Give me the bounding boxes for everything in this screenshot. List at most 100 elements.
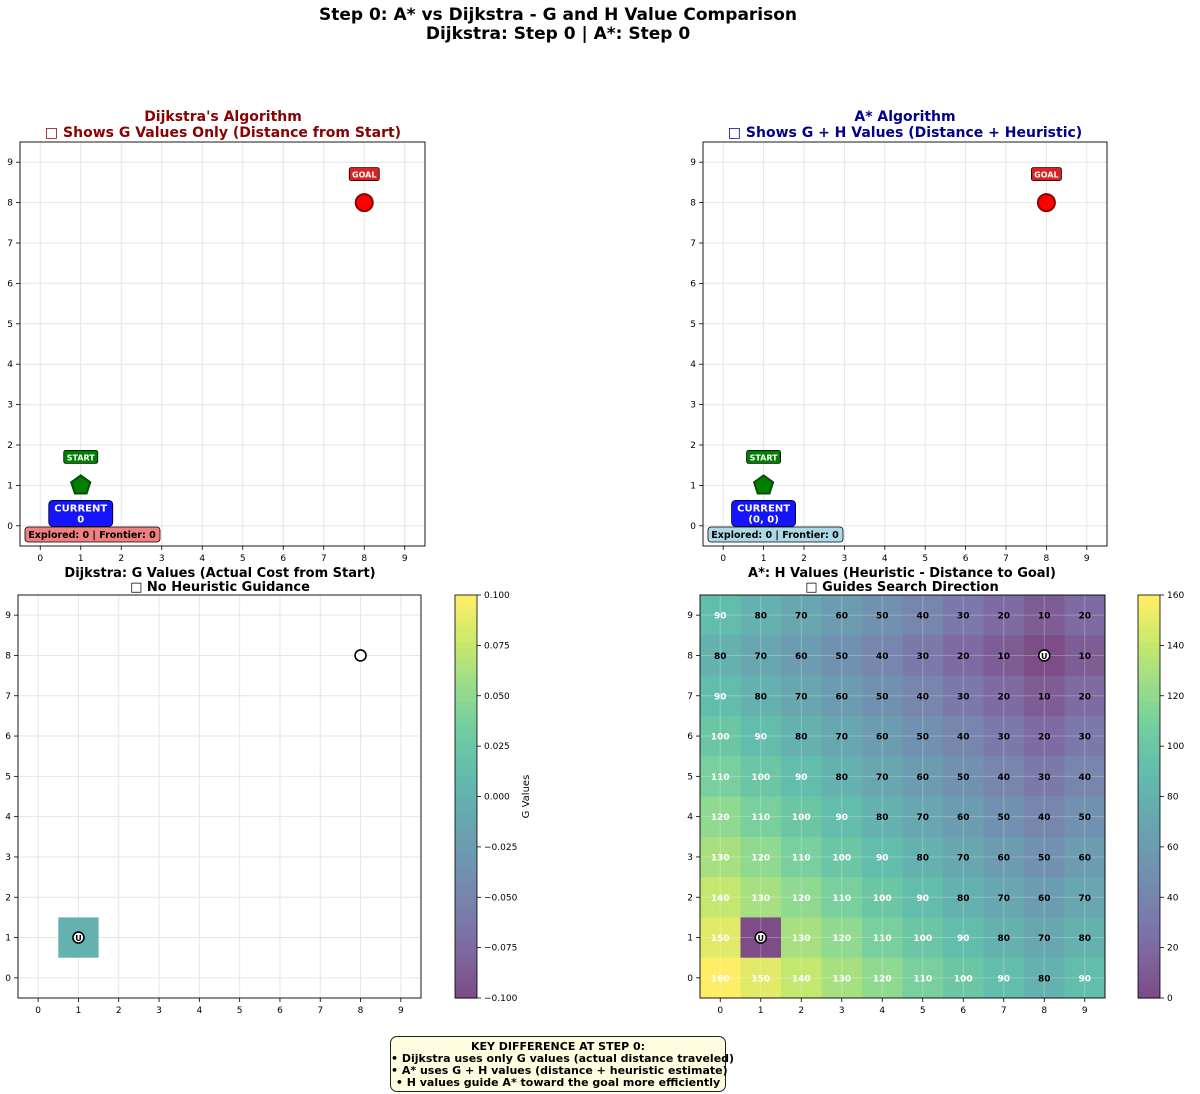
- h-value-cell: [902, 917, 944, 959]
- colorbar-swatch: [1138, 722, 1160, 730]
- x-tick-label: 3: [159, 554, 165, 564]
- x-tick-label: 1: [758, 1006, 764, 1016]
- x-tick-label: 7: [321, 554, 327, 564]
- h-value-cell: [862, 675, 903, 717]
- h-value-cell: [740, 715, 782, 757]
- h-value-label: 20: [1078, 612, 1091, 622]
- h-value-label: 60: [997, 853, 1010, 863]
- axes-frame: [19, 141, 426, 547]
- h-value-label: 140: [792, 974, 811, 984]
- cell-marker-glyph: U: [1041, 652, 1048, 661]
- h-value-label: 120: [873, 974, 892, 984]
- colorbar-swatch: [455, 742, 477, 751]
- colorbar-swatch: [1138, 930, 1160, 939]
- colorbar-swatch: [455, 635, 477, 643]
- colorbar-swatch: [455, 668, 477, 677]
- colorbar-swatch: [1138, 897, 1160, 905]
- colorbar-swatch: [1138, 615, 1160, 623]
- x-tick-label: 7: [1001, 1006, 1007, 1016]
- y-tick-label: 3: [7, 401, 13, 411]
- colorbar-tick-label: −0.075: [484, 944, 517, 954]
- h-value-label: 80: [795, 733, 808, 743]
- dijkstra-g-subtitle: □ No Heuristic Guidance: [130, 580, 310, 595]
- h-value-label: 110: [792, 853, 811, 863]
- start-label-box: [63, 449, 99, 464]
- start-label: START: [67, 453, 96, 462]
- h-value-label: 30: [997, 733, 1010, 743]
- x-tick-label: 7: [1003, 554, 1009, 564]
- h-value-cell: [983, 957, 1025, 999]
- h-value-label: 50: [876, 612, 889, 622]
- colorbar-swatch: [455, 830, 477, 838]
- colorbar-swatch: [1138, 749, 1160, 757]
- h-value-cell: [1024, 796, 1065, 838]
- h-value-label: 130: [792, 934, 811, 944]
- h-value-label: 80: [1038, 974, 1051, 984]
- colorbar-swatch: [455, 836, 477, 845]
- y-tick-label: 4: [5, 813, 11, 823]
- colorbar-tick-label: 0.075: [484, 641, 510, 651]
- x-tick-label: 1: [761, 554, 767, 564]
- colorbar-swatch: [455, 964, 477, 972]
- colorbar-swatch: [455, 809, 477, 818]
- h-value-label: 60: [957, 813, 970, 823]
- colorbar-swatch: [1138, 608, 1160, 616]
- current-label: CURRENT: [737, 503, 790, 514]
- h-value-cell: [1064, 796, 1106, 838]
- colorbar-swatch: [455, 655, 477, 663]
- h-value-label: 70: [916, 813, 929, 823]
- h-value-label: 150: [751, 974, 770, 984]
- x-tick-label: 3: [156, 1006, 162, 1016]
- colorbar-swatch: [455, 769, 477, 777]
- colorbar-swatch: [1138, 957, 1160, 966]
- colorbar-swatch: [1138, 776, 1160, 784]
- h-value-cell: [1024, 756, 1065, 797]
- h-value-cell: [862, 917, 903, 959]
- figure-title: Step 0: A* vs Dijkstra - G and H Value C…: [319, 5, 797, 25]
- h-value-label: 50: [876, 692, 889, 702]
- h-value-cell: [700, 836, 741, 878]
- y-tick-label: 6: [687, 732, 693, 742]
- colorbar-swatch: [1138, 729, 1160, 737]
- current-label-box: [48, 499, 114, 527]
- colorbar-swatch: [1138, 762, 1160, 771]
- h-value-cell: [1024, 836, 1065, 878]
- x-tick-label: 5: [922, 554, 928, 564]
- h-value-label: 70: [957, 853, 970, 863]
- h-value-label: 130: [751, 894, 770, 904]
- colorbar-swatch: [455, 984, 477, 992]
- colorbar-tick-label: 0: [1167, 994, 1173, 1004]
- h-value-label: 10: [1078, 652, 1091, 662]
- h-value-label: 100: [711, 733, 730, 743]
- h-value-label: 10: [1038, 612, 1051, 622]
- h-value-label: 90: [957, 934, 970, 944]
- y-tick-label: 6: [5, 732, 11, 742]
- colorbar-swatch: [455, 628, 477, 636]
- h-value-cell: [902, 877, 944, 918]
- colorbar-swatch: [1138, 595, 1160, 603]
- h-value-label: 10: [1038, 692, 1051, 702]
- h-value-label: 30: [1078, 733, 1091, 743]
- y-tick-label: 2: [687, 893, 693, 903]
- colorbar-swatch: [455, 971, 477, 979]
- colorbar-tick-label: 80: [1167, 793, 1179, 803]
- colorbar-swatch: [1138, 769, 1160, 777]
- h-value-cell: [862, 957, 903, 999]
- h-value-cell: [700, 595, 741, 636]
- colorbar-tick-label: 40: [1167, 893, 1179, 903]
- h-value-cell: [902, 595, 944, 636]
- h-value-cell: [902, 756, 944, 797]
- h-value-cell: [1024, 675, 1065, 717]
- axes-frame: [699, 594, 1106, 999]
- h-value-label: 60: [1038, 894, 1051, 904]
- h-value-label: 20: [997, 612, 1010, 622]
- colorbar-swatch: [455, 796, 477, 804]
- h-value-label: 160: [711, 974, 730, 984]
- h-value-cell: [781, 756, 822, 797]
- colorbar-swatch: [455, 715, 477, 724]
- colorbar-swatch: [455, 903, 477, 912]
- colorbar-swatch: [1138, 742, 1160, 751]
- h-value-label: 40: [997, 773, 1010, 783]
- axes-frame: [17, 594, 422, 999]
- colorbar-swatch: [455, 729, 477, 737]
